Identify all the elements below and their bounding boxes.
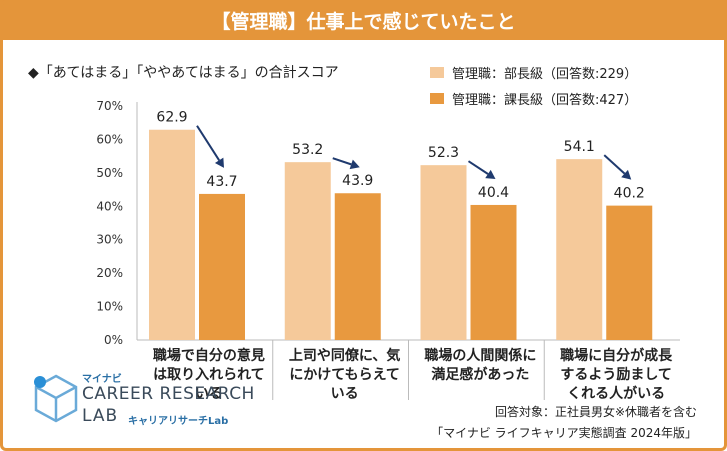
bar-bucho-0 — [149, 129, 195, 340]
y-tick-label: 30% — [96, 233, 123, 247]
category-label: くれる人がいる — [567, 385, 665, 402]
data-label: 40.2 — [614, 186, 645, 202]
trend-arrow-head — [621, 169, 632, 180]
category-label: は取り入れられて — [153, 367, 265, 383]
y-tick-label: 70% — [96, 99, 123, 113]
logo-line1: CAREER RESEARCH — [82, 384, 255, 404]
y-tick-label: 10% — [96, 300, 123, 314]
y-tick-label: 20% — [96, 266, 123, 280]
legend-item-bucho: 管理職：部長級（回答数:229） — [430, 60, 637, 84]
category-label: 満足感があった — [431, 366, 529, 383]
bar-bucho-1 — [284, 162, 331, 340]
chart-subtitle: ◆「あてはまる」「ややあてはまる」の合計スコア — [28, 65, 339, 81]
bar-kacho-3 — [606, 205, 653, 340]
trend-arrow-line — [467, 160, 489, 175]
trend-arrow-head — [349, 159, 360, 170]
y-tick-label: 60% — [96, 132, 123, 146]
chart-title: 【管理職】仕事上で感じていたこと — [211, 10, 516, 33]
category-label: にかけてもらえて — [289, 367, 400, 383]
trend-arrow-line — [332, 157, 352, 166]
category-label: するよう励まして — [560, 367, 672, 383]
category-label: いる — [195, 386, 223, 402]
data-label: 54.1 — [564, 139, 595, 155]
footnote-source: 「マイナビ ライフキャリア実態調査 2024年版」 — [431, 426, 697, 440]
category-label: 職場の人間関係に — [424, 347, 536, 364]
legend: 管理職：部長級（回答数:229） 管理職：課長級（回答数:427） — [430, 60, 637, 112]
bar-kacho-0 — [199, 193, 245, 340]
bar-kacho-1 — [334, 193, 381, 340]
logo-line2: LAB — [82, 406, 119, 426]
bar-kacho-2 — [470, 204, 517, 340]
legend-label-bucho: 管理職：部長級（回答数:229） — [452, 66, 638, 82]
logo-top-text: マイナビ — [82, 374, 122, 385]
legend-swatch-kacho — [430, 92, 444, 104]
data-label: 43.7 — [206, 174, 237, 190]
data-label: 40.4 — [478, 185, 509, 201]
trend-arrow-line — [603, 154, 626, 175]
data-label: 62.9 — [156, 110, 187, 126]
bar-bucho-2 — [420, 165, 467, 340]
category-label: 上司や同僚に、気 — [289, 347, 401, 364]
logo-cube-icon — [34, 374, 78, 423]
trend-arrow-head — [214, 157, 224, 168]
y-tick-label: 50% — [96, 166, 123, 180]
legend-swatch-bucho — [430, 66, 444, 78]
legend-label-kacho: 管理職：課長級（回答数:427） — [452, 92, 638, 108]
trend-arrow-head — [485, 169, 496, 179]
chart-title-bar: 【管理職】仕事上で感じていたこと — [0, 0, 727, 40]
category-label: いる — [331, 386, 359, 402]
category-label: 職場で自分の意見 — [153, 347, 265, 364]
category-label: 職場に自分が成長 — [560, 347, 673, 364]
legend-item-kacho: 管理職：課長級（回答数:427） — [430, 86, 637, 110]
logo: マイナビ CAREER RESEARCH LAB キャリアリサーチLab — [32, 370, 262, 440]
y-tick-label: 40% — [96, 199, 123, 213]
trend-arrow-line — [196, 125, 220, 161]
data-label: 52.3 — [428, 145, 459, 161]
data-label: 53.2 — [292, 142, 323, 158]
logo-sub-text: キャリアリサーチLab — [128, 416, 229, 427]
bar-bucho-3 — [556, 159, 603, 340]
data-label: 43.9 — [342, 173, 373, 189]
footnote-respondents: 回答対象：正社員男女※休職者を含む — [494, 405, 697, 419]
y-tick-label: 0% — [104, 333, 123, 347]
